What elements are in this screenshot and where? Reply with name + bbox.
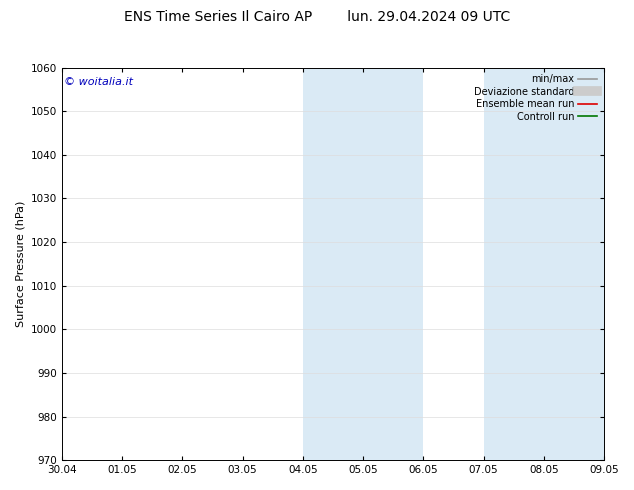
- Bar: [333, 68, 363, 460]
- Bar: [544, 68, 574, 460]
- Y-axis label: Surface Pressure (hPa): Surface Pressure (hPa): [15, 201, 25, 327]
- Text: © woitalia.it: © woitalia.it: [65, 77, 133, 87]
- Bar: [574, 68, 604, 460]
- Bar: [393, 68, 424, 460]
- Bar: [484, 68, 514, 460]
- Bar: [514, 68, 544, 460]
- Text: ENS Time Series Il Cairo AP        lun. 29.04.2024 09 UTC: ENS Time Series Il Cairo AP lun. 29.04.2…: [124, 10, 510, 24]
- Legend: min/max, Deviazione standard, Ensemble mean run, Controll run: min/max, Deviazione standard, Ensemble m…: [472, 73, 599, 123]
- Bar: [363, 68, 393, 460]
- Bar: [303, 68, 333, 460]
